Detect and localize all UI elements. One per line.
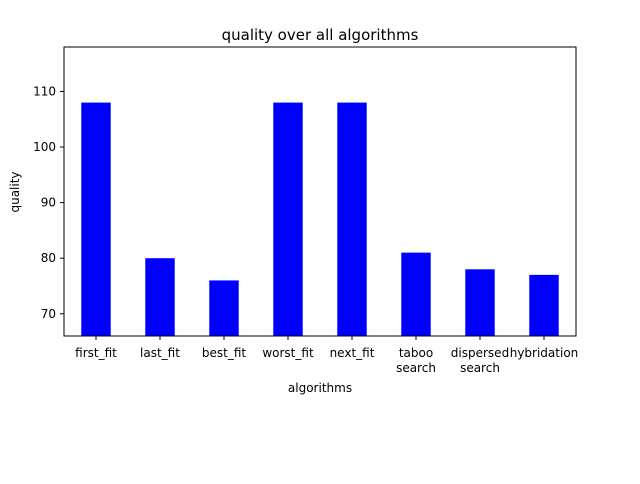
bar <box>81 102 111 336</box>
bar <box>209 280 239 336</box>
bar <box>401 252 431 336</box>
x-tick-label: best_fit <box>202 346 247 360</box>
y-tick-label: 100 <box>33 140 56 154</box>
x-tick-label: hybridation <box>510 346 579 360</box>
x-tick-label-line: best_fit <box>202 346 247 360</box>
bar <box>337 102 367 336</box>
x-axis-label: algorithms <box>288 381 352 395</box>
x-tick-label: worst_fit <box>262 346 314 360</box>
x-tick-label: first_fit <box>75 346 117 360</box>
x-tick-label-line: taboo <box>399 346 433 360</box>
x-tick-label: last_fit <box>140 346 180 360</box>
x-tick-label-line: next_fit <box>330 346 375 360</box>
x-axis: first_fit last_fit best_fit worst_fit next_f… <box>75 336 578 375</box>
y-axis-label: quality <box>8 171 22 212</box>
y-tick-label: 90 <box>41 196 56 210</box>
chart-title: quality over all algorithms <box>222 26 419 44</box>
x-tick-label-line: worst_fit <box>262 346 314 360</box>
x-tick-label: next_fit <box>330 346 375 360</box>
bar <box>273 102 303 336</box>
y-tick-label: 80 <box>41 251 56 265</box>
bar <box>529 274 559 336</box>
bar <box>145 258 175 336</box>
y-tick-label: 70 <box>41 307 56 321</box>
x-tick-label: dispersed search <box>451 346 509 375</box>
bars-group <box>81 102 559 336</box>
x-tick-label-line: first_fit <box>75 346 117 360</box>
plot-frame <box>63 46 577 337</box>
x-tick-label: taboo search <box>396 346 436 375</box>
x-tick-label-line: search <box>396 361 436 375</box>
x-tick-label-line: search <box>460 361 500 375</box>
y-tick-label: 110 <box>33 84 56 98</box>
x-tick-label-line: dispersed <box>451 346 509 360</box>
y-axis: 70 80 90 100 110 <box>33 84 64 321</box>
x-tick-label-line: hybridation <box>510 346 579 360</box>
bar <box>465 269 495 336</box>
x-tick-label-line: last_fit <box>140 346 180 360</box>
